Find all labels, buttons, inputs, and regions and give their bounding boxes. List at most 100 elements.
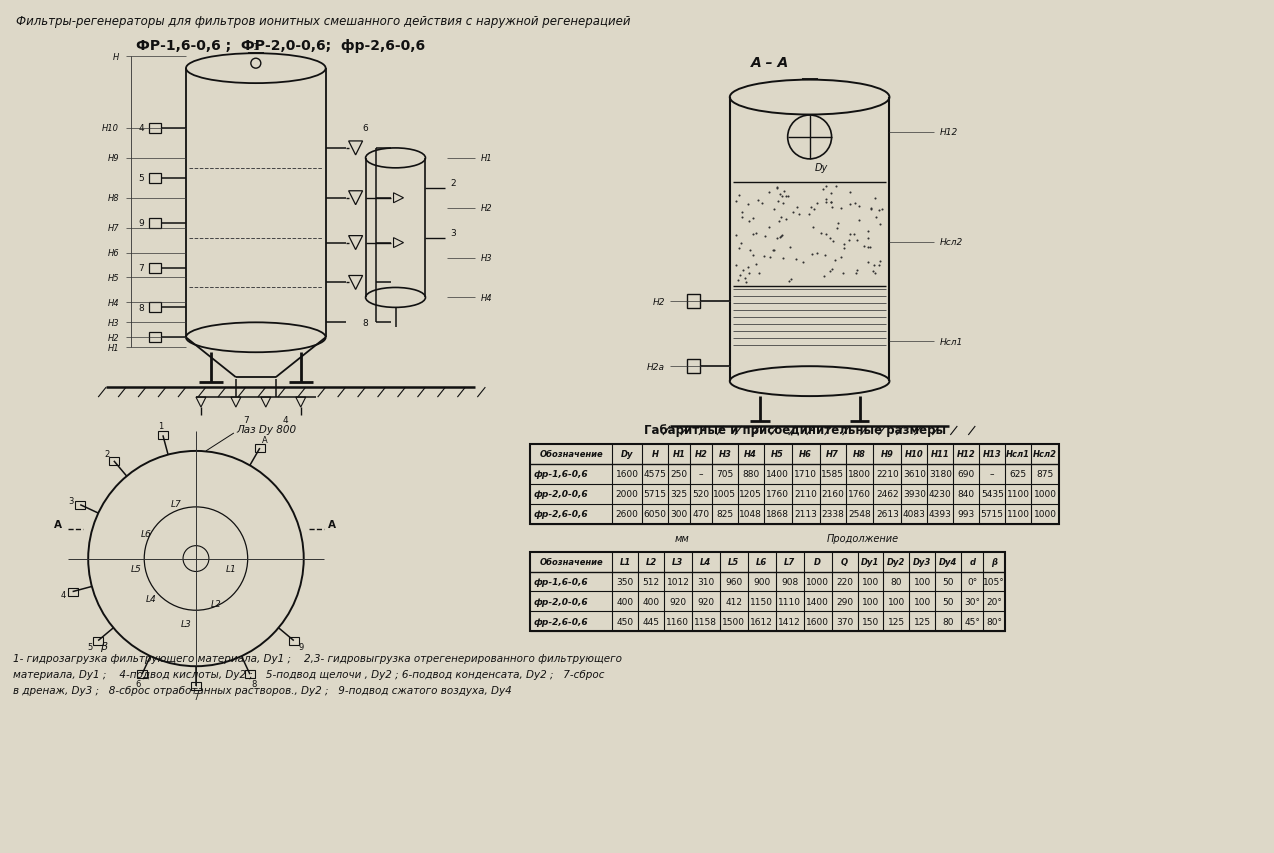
Text: 0°: 0° xyxy=(967,577,977,586)
Text: 412: 412 xyxy=(725,597,743,606)
Text: 100: 100 xyxy=(888,597,905,606)
Text: материала, Dy1 ;    4-подвод кислоты, Dy2 ;    5-подвод щелочи , Dy2 ; 6-подвод : материала, Dy1 ; 4-подвод кислоты, Dy2 ;… xyxy=(13,670,605,679)
Text: 1500: 1500 xyxy=(722,617,745,626)
Text: фр-2,6-0,6: фр-2,6-0,6 xyxy=(534,617,587,626)
Text: 1800: 1800 xyxy=(848,470,871,479)
Text: фр-1,6-0,6: фр-1,6-0,6 xyxy=(534,577,587,586)
Text: 2462: 2462 xyxy=(877,490,898,499)
Text: 7: 7 xyxy=(138,264,144,273)
Text: 125: 125 xyxy=(913,617,931,626)
Text: 4083: 4083 xyxy=(903,509,926,519)
Text: 105°: 105° xyxy=(984,577,1005,586)
Text: Обозначение: Обозначение xyxy=(539,450,603,459)
Text: 2160: 2160 xyxy=(822,490,843,499)
Text: 880: 880 xyxy=(743,470,759,479)
Text: d: d xyxy=(970,557,976,566)
Text: H12: H12 xyxy=(957,450,976,459)
Text: 100: 100 xyxy=(862,597,879,606)
Text: Hсл1: Hсл1 xyxy=(939,338,963,346)
Text: H2а: H2а xyxy=(647,363,665,371)
Text: 220: 220 xyxy=(836,577,854,586)
Text: A: A xyxy=(262,435,268,444)
Text: H7: H7 xyxy=(826,450,840,459)
Text: –: – xyxy=(990,470,995,479)
Text: Dy4: Dy4 xyxy=(939,557,958,566)
Bar xyxy=(149,218,161,229)
Text: Q: Q xyxy=(841,557,848,566)
Text: H10: H10 xyxy=(905,450,924,459)
Text: H1: H1 xyxy=(673,450,685,459)
Bar xyxy=(687,360,699,374)
Text: 310: 310 xyxy=(697,577,715,586)
Text: 825: 825 xyxy=(716,509,734,519)
Text: 993: 993 xyxy=(958,509,975,519)
Text: 80: 80 xyxy=(943,617,954,626)
Text: H3: H3 xyxy=(107,318,120,328)
Text: H6: H6 xyxy=(107,249,120,258)
Text: 1100: 1100 xyxy=(1006,490,1029,499)
Text: 5: 5 xyxy=(138,174,144,183)
Bar xyxy=(191,682,201,690)
Text: 7: 7 xyxy=(194,692,199,701)
Text: 2113: 2113 xyxy=(794,509,817,519)
Text: 1: 1 xyxy=(158,421,163,431)
Text: 1400: 1400 xyxy=(806,597,829,606)
Text: А – А: А – А xyxy=(750,56,789,70)
Text: 1150: 1150 xyxy=(750,597,773,606)
Text: 3: 3 xyxy=(451,229,456,238)
Text: 4: 4 xyxy=(139,125,144,133)
Text: 470: 470 xyxy=(692,509,710,519)
Text: 875: 875 xyxy=(1037,470,1054,479)
Text: 1400: 1400 xyxy=(766,470,789,479)
Text: 2613: 2613 xyxy=(877,509,899,519)
Text: 2338: 2338 xyxy=(822,509,843,519)
Text: β: β xyxy=(991,557,998,566)
Text: H3: H3 xyxy=(480,253,492,263)
Text: L4: L4 xyxy=(701,557,711,566)
Text: Dy3: Dy3 xyxy=(913,557,931,566)
Text: H2: H2 xyxy=(107,334,120,342)
Text: 4393: 4393 xyxy=(929,509,952,519)
Bar xyxy=(149,264,161,273)
Bar xyxy=(93,637,103,645)
Text: L3: L3 xyxy=(181,619,191,628)
Text: 2110: 2110 xyxy=(794,490,817,499)
Text: Dy2: Dy2 xyxy=(887,557,906,566)
Text: L7: L7 xyxy=(784,557,795,566)
Text: β: β xyxy=(99,641,107,652)
Text: 370: 370 xyxy=(836,617,854,626)
Text: 100: 100 xyxy=(862,577,879,586)
Text: 1: 1 xyxy=(254,43,259,52)
Ellipse shape xyxy=(366,148,426,169)
Text: мм: мм xyxy=(675,533,689,543)
Text: L1: L1 xyxy=(225,565,236,573)
Text: Dy: Dy xyxy=(620,450,633,459)
Text: L6: L6 xyxy=(140,530,152,538)
Text: Dy: Dy xyxy=(814,163,828,172)
Bar xyxy=(687,295,699,309)
Text: H8: H8 xyxy=(854,450,866,459)
Text: 3180: 3180 xyxy=(929,470,952,479)
Text: в дренаж, Dy3 ;   8-сброс отработанных растворов., Dy2 ;   9-подвод сжатого возд: в дренаж, Dy3 ; 8-сброс отработанных рас… xyxy=(13,685,512,695)
Bar xyxy=(138,670,147,678)
Text: 350: 350 xyxy=(617,577,633,586)
Text: фр-1,6-0,6: фр-1,6-0,6 xyxy=(534,470,587,479)
Bar xyxy=(108,457,118,465)
Text: 450: 450 xyxy=(617,617,633,626)
Text: H10: H10 xyxy=(102,125,120,133)
Text: 1158: 1158 xyxy=(694,617,717,626)
Text: 50: 50 xyxy=(943,597,954,606)
Text: 5: 5 xyxy=(88,642,93,652)
Text: H9: H9 xyxy=(882,450,894,459)
Text: 520: 520 xyxy=(692,490,710,499)
Text: 1600: 1600 xyxy=(615,470,638,479)
Text: 1612: 1612 xyxy=(750,617,773,626)
Text: H4: H4 xyxy=(107,299,120,308)
Text: 2600: 2600 xyxy=(615,509,638,519)
Text: 625: 625 xyxy=(1009,470,1027,479)
Bar xyxy=(158,432,168,440)
Text: H5: H5 xyxy=(107,274,120,282)
Text: 920: 920 xyxy=(697,597,715,606)
Text: 8: 8 xyxy=(138,304,144,312)
Text: 445: 445 xyxy=(642,617,660,626)
